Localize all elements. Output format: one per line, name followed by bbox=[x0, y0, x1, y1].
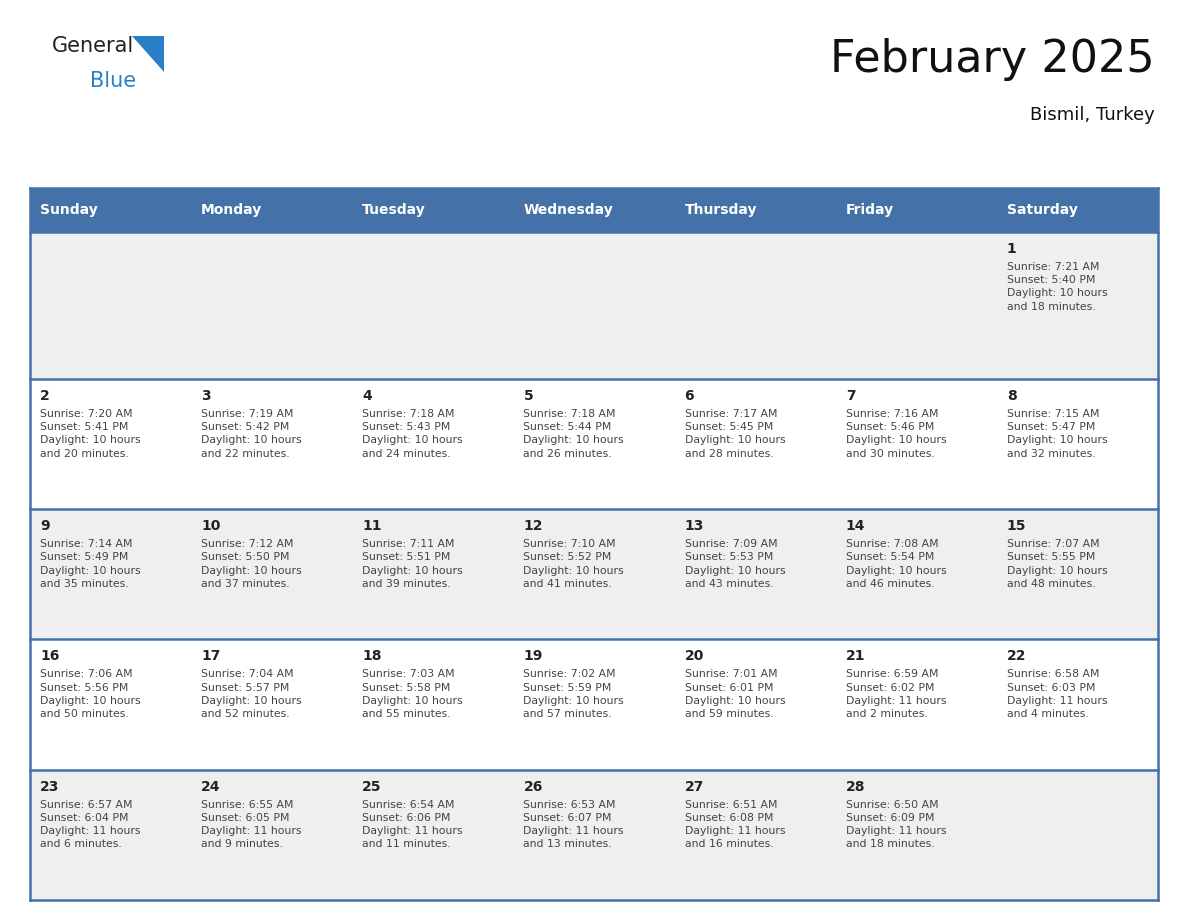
Bar bbox=[30, 188, 191, 232]
Text: 16: 16 bbox=[40, 649, 59, 664]
Bar bbox=[997, 188, 1158, 232]
Text: February 2025: February 2025 bbox=[830, 38, 1155, 81]
Text: Sunrise: 6:50 AM
Sunset: 6:09 PM
Daylight: 11 hours
and 18 minutes.: Sunrise: 6:50 AM Sunset: 6:09 PM Dayligh… bbox=[846, 800, 946, 849]
Text: Monday: Monday bbox=[201, 203, 263, 217]
Text: Sunrise: 7:07 AM
Sunset: 5:55 PM
Daylight: 10 hours
and 48 minutes.: Sunrise: 7:07 AM Sunset: 5:55 PM Dayligh… bbox=[1007, 539, 1107, 588]
Text: 24: 24 bbox=[201, 779, 221, 794]
Text: Sunrise: 7:08 AM
Sunset: 5:54 PM
Daylight: 10 hours
and 46 minutes.: Sunrise: 7:08 AM Sunset: 5:54 PM Dayligh… bbox=[846, 539, 947, 588]
Text: Sunrise: 6:55 AM
Sunset: 6:05 PM
Daylight: 11 hours
and 9 minutes.: Sunrise: 6:55 AM Sunset: 6:05 PM Dayligh… bbox=[201, 800, 302, 849]
Text: 13: 13 bbox=[684, 520, 704, 533]
Text: 2: 2 bbox=[40, 389, 50, 403]
Text: 9: 9 bbox=[40, 520, 50, 533]
Text: 1: 1 bbox=[1007, 242, 1017, 256]
Text: 11: 11 bbox=[362, 520, 381, 533]
Text: 8: 8 bbox=[1007, 389, 1017, 403]
Bar bbox=[30, 769, 1158, 900]
Polygon shape bbox=[132, 36, 164, 72]
Text: Sunrise: 7:01 AM
Sunset: 6:01 PM
Daylight: 10 hours
and 59 minutes.: Sunrise: 7:01 AM Sunset: 6:01 PM Dayligh… bbox=[684, 669, 785, 719]
Text: Tuesday: Tuesday bbox=[362, 203, 426, 217]
Text: Sunrise: 7:19 AM
Sunset: 5:42 PM
Daylight: 10 hours
and 22 minutes.: Sunrise: 7:19 AM Sunset: 5:42 PM Dayligh… bbox=[201, 409, 302, 459]
Text: 26: 26 bbox=[524, 779, 543, 794]
Bar bbox=[191, 188, 353, 232]
Text: Saturday: Saturday bbox=[1007, 203, 1078, 217]
Text: Sunrise: 6:54 AM
Sunset: 6:06 PM
Daylight: 11 hours
and 11 minutes.: Sunrise: 6:54 AM Sunset: 6:06 PM Dayligh… bbox=[362, 800, 463, 849]
Text: Sunrise: 7:14 AM
Sunset: 5:49 PM
Daylight: 10 hours
and 35 minutes.: Sunrise: 7:14 AM Sunset: 5:49 PM Dayligh… bbox=[40, 539, 140, 588]
Text: 6: 6 bbox=[684, 389, 694, 403]
Text: Sunrise: 7:18 AM
Sunset: 5:44 PM
Daylight: 10 hours
and 26 minutes.: Sunrise: 7:18 AM Sunset: 5:44 PM Dayligh… bbox=[524, 409, 624, 459]
Text: 19: 19 bbox=[524, 649, 543, 664]
Text: Blue: Blue bbox=[90, 71, 137, 91]
Text: 25: 25 bbox=[362, 779, 381, 794]
Text: Sunrise: 6:59 AM
Sunset: 6:02 PM
Daylight: 11 hours
and 2 minutes.: Sunrise: 6:59 AM Sunset: 6:02 PM Dayligh… bbox=[846, 669, 946, 719]
Text: Sunrise: 6:57 AM
Sunset: 6:04 PM
Daylight: 11 hours
and 6 minutes.: Sunrise: 6:57 AM Sunset: 6:04 PM Dayligh… bbox=[40, 800, 140, 849]
Text: 17: 17 bbox=[201, 649, 221, 664]
Text: Sunrise: 7:06 AM
Sunset: 5:56 PM
Daylight: 10 hours
and 50 minutes.: Sunrise: 7:06 AM Sunset: 5:56 PM Dayligh… bbox=[40, 669, 140, 719]
Bar bbox=[835, 188, 997, 232]
Text: 27: 27 bbox=[684, 779, 704, 794]
Text: Sunrise: 7:11 AM
Sunset: 5:51 PM
Daylight: 10 hours
and 39 minutes.: Sunrise: 7:11 AM Sunset: 5:51 PM Dayligh… bbox=[362, 539, 463, 588]
Text: 15: 15 bbox=[1007, 520, 1026, 533]
Text: 21: 21 bbox=[846, 649, 865, 664]
Bar bbox=[30, 379, 1158, 509]
Text: Sunrise: 7:03 AM
Sunset: 5:58 PM
Daylight: 10 hours
and 55 minutes.: Sunrise: 7:03 AM Sunset: 5:58 PM Dayligh… bbox=[362, 669, 463, 719]
Text: 4: 4 bbox=[362, 389, 372, 403]
Text: 10: 10 bbox=[201, 520, 221, 533]
Text: Sunrise: 7:12 AM
Sunset: 5:50 PM
Daylight: 10 hours
and 37 minutes.: Sunrise: 7:12 AM Sunset: 5:50 PM Dayligh… bbox=[201, 539, 302, 588]
Text: Wednesday: Wednesday bbox=[524, 203, 613, 217]
Text: 3: 3 bbox=[201, 389, 210, 403]
Bar bbox=[30, 640, 1158, 769]
Text: Sunrise: 7:20 AM
Sunset: 5:41 PM
Daylight: 10 hours
and 20 minutes.: Sunrise: 7:20 AM Sunset: 5:41 PM Dayligh… bbox=[40, 409, 140, 459]
Text: Sunrise: 7:10 AM
Sunset: 5:52 PM
Daylight: 10 hours
and 41 minutes.: Sunrise: 7:10 AM Sunset: 5:52 PM Dayligh… bbox=[524, 539, 624, 588]
Bar bbox=[675, 188, 835, 232]
Text: Friday: Friday bbox=[846, 203, 893, 217]
Bar bbox=[30, 509, 1158, 640]
Text: Sunrise: 7:09 AM
Sunset: 5:53 PM
Daylight: 10 hours
and 43 minutes.: Sunrise: 7:09 AM Sunset: 5:53 PM Dayligh… bbox=[684, 539, 785, 588]
Text: Sunrise: 7:18 AM
Sunset: 5:43 PM
Daylight: 10 hours
and 24 minutes.: Sunrise: 7:18 AM Sunset: 5:43 PM Dayligh… bbox=[362, 409, 463, 459]
Text: 7: 7 bbox=[846, 389, 855, 403]
Text: Sunrise: 7:21 AM
Sunset: 5:40 PM
Daylight: 10 hours
and 18 minutes.: Sunrise: 7:21 AM Sunset: 5:40 PM Dayligh… bbox=[1007, 262, 1107, 311]
Text: Thursday: Thursday bbox=[684, 203, 757, 217]
Text: Sunrise: 6:58 AM
Sunset: 6:03 PM
Daylight: 11 hours
and 4 minutes.: Sunrise: 6:58 AM Sunset: 6:03 PM Dayligh… bbox=[1007, 669, 1107, 719]
Text: Sunrise: 6:51 AM
Sunset: 6:08 PM
Daylight: 11 hours
and 16 minutes.: Sunrise: 6:51 AM Sunset: 6:08 PM Dayligh… bbox=[684, 800, 785, 849]
Text: Sunrise: 7:04 AM
Sunset: 5:57 PM
Daylight: 10 hours
and 52 minutes.: Sunrise: 7:04 AM Sunset: 5:57 PM Dayligh… bbox=[201, 669, 302, 719]
Text: 23: 23 bbox=[40, 779, 59, 794]
Text: General: General bbox=[52, 36, 134, 56]
Text: Sunrise: 7:02 AM
Sunset: 5:59 PM
Daylight: 10 hours
and 57 minutes.: Sunrise: 7:02 AM Sunset: 5:59 PM Dayligh… bbox=[524, 669, 624, 719]
Text: Sunrise: 7:15 AM
Sunset: 5:47 PM
Daylight: 10 hours
and 32 minutes.: Sunrise: 7:15 AM Sunset: 5:47 PM Dayligh… bbox=[1007, 409, 1107, 459]
Text: 28: 28 bbox=[846, 779, 865, 794]
Text: 20: 20 bbox=[684, 649, 704, 664]
Text: Sunrise: 6:53 AM
Sunset: 6:07 PM
Daylight: 11 hours
and 13 minutes.: Sunrise: 6:53 AM Sunset: 6:07 PM Dayligh… bbox=[524, 800, 624, 849]
Text: Sunrise: 7:17 AM
Sunset: 5:45 PM
Daylight: 10 hours
and 28 minutes.: Sunrise: 7:17 AM Sunset: 5:45 PM Dayligh… bbox=[684, 409, 785, 459]
Bar bbox=[353, 188, 513, 232]
Text: Sunrise: 7:16 AM
Sunset: 5:46 PM
Daylight: 10 hours
and 30 minutes.: Sunrise: 7:16 AM Sunset: 5:46 PM Dayligh… bbox=[846, 409, 947, 459]
Text: 5: 5 bbox=[524, 389, 533, 403]
Text: 18: 18 bbox=[362, 649, 381, 664]
Bar bbox=[513, 188, 675, 232]
Text: 12: 12 bbox=[524, 520, 543, 533]
Text: 22: 22 bbox=[1007, 649, 1026, 664]
Text: 14: 14 bbox=[846, 520, 865, 533]
Bar bbox=[30, 232, 1158, 379]
Text: Sunday: Sunday bbox=[40, 203, 97, 217]
Text: Bismil, Turkey: Bismil, Turkey bbox=[1030, 106, 1155, 124]
